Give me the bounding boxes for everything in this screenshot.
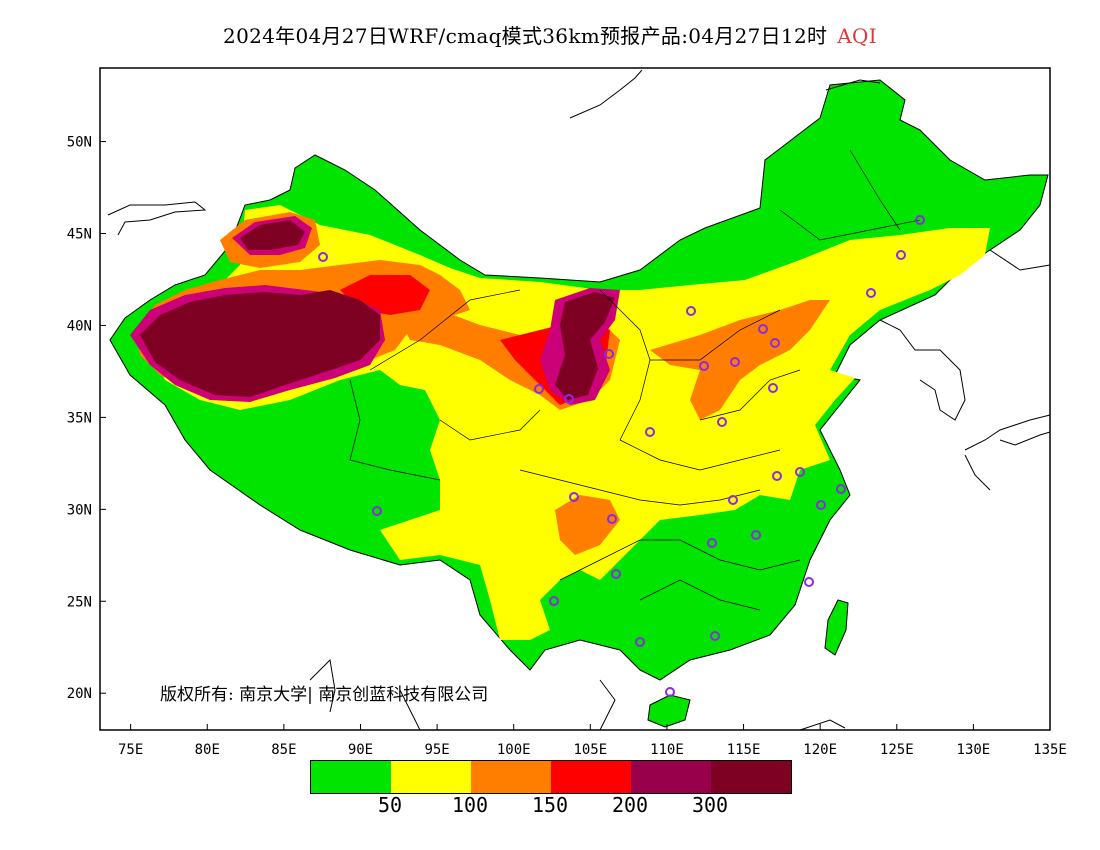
neighbour-coastlines [107,69,1051,731]
x-axis: 75E 80E 85E 90E 95E 100E 105E 110E 115E 120E 125E 1… [118,724,1067,758]
y-tick-label: 40N [67,318,92,334]
map-frame [99,67,1051,731]
y-tick-label: 50N [67,135,92,151]
colorbar-swatch [391,761,471,793]
region-usg-north-china [650,300,830,420]
region-hazardous-ordos [555,292,615,400]
colorbar-swatch [311,761,391,793]
x-tick-label: 90E [348,742,373,758]
colorbar [310,760,792,794]
x-tick-label: 125E [880,742,914,758]
colorbar-swatch [631,761,711,793]
y-tick-label: 30N [67,502,92,518]
x-tick-label: 100E [497,742,531,758]
y-axis: 50N 45N 40N 35N 30N 25N 20N [67,135,106,702]
colorbar-swatch [471,761,551,793]
colorbar-swatch [711,761,791,793]
x-tick-label: 120E [803,742,837,758]
y-tick-label: 25N [67,594,92,610]
region-hazardous-dzungaria [240,220,305,250]
colorbar-label: 150 [531,793,569,817]
x-tick-label: 75E [118,742,143,758]
province-boundaries [349,149,921,611]
colorbar-label: 50 [377,793,403,817]
x-tick-label: 85E [271,742,296,758]
y-tick-label: 35N [67,410,92,426]
monitoring-stations [318,215,925,697]
colorbar-label: 100 [451,793,489,817]
x-tick-label: 115E [727,742,761,758]
region-hazardous-tarim [140,290,380,397]
title-variable: AQI [837,24,877,48]
y-tick-label: 45N [67,227,92,243]
x-tick-label: 105E [573,742,607,758]
colorbar-swatch [551,761,631,793]
region-usg-sichuan [555,495,620,555]
y-tick-label: 20N [67,686,92,702]
colorbar-label: 200 [611,793,649,817]
copyright-text: 版权所有: 南京大学| 南京创蓝科技有限公司 [160,685,489,705]
colorbar-label: 300 [691,793,729,817]
taiwan-island [824,599,849,656]
map-title: 2024年04月27日WRF/cmaq模式36km预报产品:04月27日12时 A… [0,20,1100,49]
x-tick-label: 135E [1033,742,1067,758]
x-tick-label: 80E [195,742,220,758]
title-text: 2024年04月27日WRF/cmaq模式36km预报产品:04月27日12时 [223,24,828,48]
x-tick-label: 95E [424,742,449,758]
x-tick-label: 130E [957,742,991,758]
x-tick-label: 110E [650,742,684,758]
